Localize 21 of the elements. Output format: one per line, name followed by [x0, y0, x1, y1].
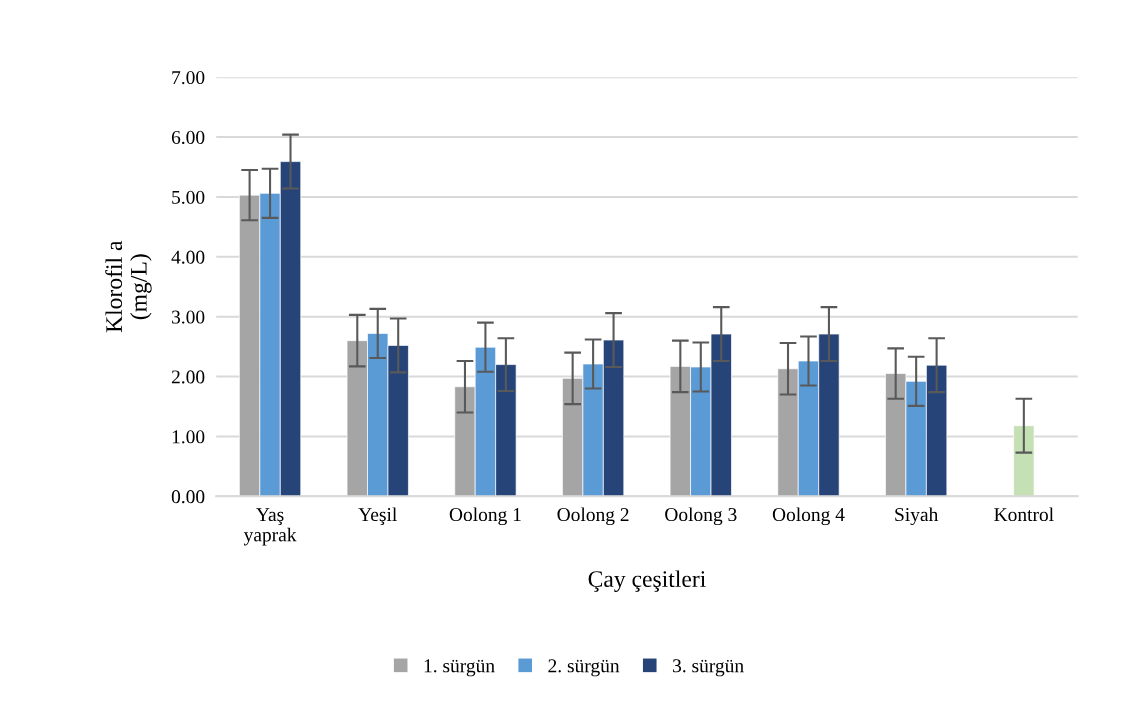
x-tick-label: Oolong 1 — [449, 507, 521, 526]
legend-label: 1. sürgün — [424, 659, 495, 677]
x-tick-label: Yeşil — [358, 507, 397, 526]
x-tick-label: Siyah — [895, 507, 939, 526]
x-tick-label: Oolong 2 — [557, 507, 629, 526]
x-tick-label: Oolong 3 — [665, 507, 737, 526]
y-tick-label: 3.00 — [172, 310, 205, 324]
y-axis-title: Klorofil a (mg/L) — [105, 240, 152, 333]
x-tick-label: Oolong 4 — [772, 507, 845, 526]
x-tick-label: Yaş yaprak — [243, 508, 297, 546]
legend-label: 2. sürgün — [548, 659, 620, 677]
y-tick-label: 6.00 — [171, 130, 205, 145]
y-tick-label: 7.00 — [172, 70, 205, 85]
legend-label: 3. sürgün — [673, 659, 744, 677]
x-tick-label: Kontrol — [994, 507, 1054, 522]
x-axis-title: Çay çeşitleri — [588, 570, 706, 592]
y-tick-label: 4.00 — [171, 250, 205, 264]
y-tick-label: 1.00 — [172, 430, 205, 444]
y-tick-label: 5.00 — [172, 190, 205, 204]
y-tick-label: 2.00 — [171, 370, 205, 384]
y-tick-label: 0.00 — [171, 490, 205, 504]
